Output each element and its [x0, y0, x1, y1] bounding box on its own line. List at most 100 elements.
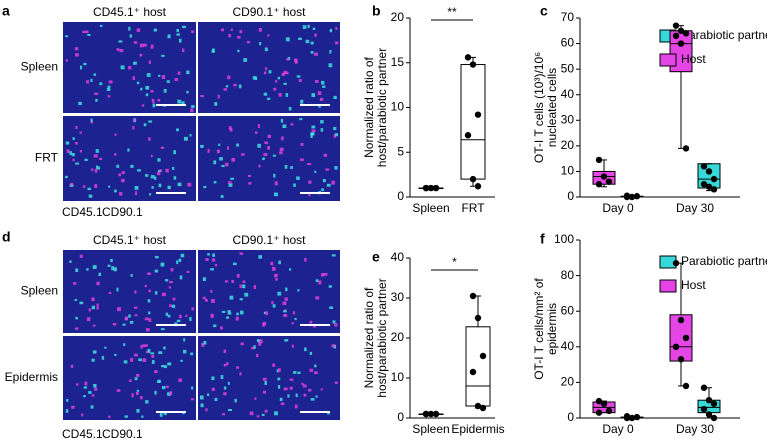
box [460, 64, 486, 180]
cell-dot [187, 182, 192, 187]
cell-dot [66, 149, 70, 153]
cell-dot [72, 137, 75, 141]
cell-dot [247, 174, 251, 177]
cell-dot [98, 272, 101, 277]
cell-dot [135, 191, 138, 196]
cell-dot [74, 298, 78, 302]
cell-dot [252, 76, 257, 80]
cell-dot [133, 353, 138, 357]
cell-dot [263, 71, 267, 75]
cell-dot [264, 381, 267, 385]
cell-dot [66, 398, 69, 402]
row-label: Spleen [21, 284, 58, 298]
cell-dot [133, 306, 138, 309]
cell-dot [309, 320, 313, 324]
cell-dot [144, 284, 147, 288]
cell-dot [92, 265, 97, 269]
cell-dot [270, 261, 274, 266]
cell-dot [157, 158, 161, 162]
panel-label: e [372, 249, 380, 265]
cell-dot [297, 289, 300, 292]
cell-dot [116, 48, 120, 51]
data-point [595, 156, 603, 164]
cell-dot [191, 105, 195, 108]
x-tick-label: Day 30 [676, 201, 714, 215]
data-point [479, 404, 487, 412]
cell-dot [69, 151, 72, 156]
cell-dot [190, 398, 195, 401]
cell-dot [75, 162, 80, 165]
cell-dot [129, 320, 134, 324]
cell-dot [200, 144, 204, 148]
panel-label: d [2, 229, 11, 245]
cell-dot [142, 358, 147, 363]
cell-dot [279, 147, 284, 152]
cell-dot [291, 322, 294, 325]
data-point [633, 193, 641, 200]
cell-dot [132, 125, 135, 130]
y-tick-label: 100 [554, 232, 574, 246]
cell-dot [119, 191, 123, 196]
cell-dot [273, 87, 277, 91]
cell-dot [290, 166, 293, 169]
cell-dot [261, 413, 265, 416]
cell-dot [278, 368, 281, 372]
cell-dot [170, 268, 174, 272]
cell-dot [223, 349, 227, 353]
data-point [464, 54, 472, 61]
cell-dot [72, 282, 77, 285]
y-tick-label: 40 [391, 250, 405, 264]
cell-dot [177, 99, 182, 104]
cell-dot [141, 415, 144, 418]
cell-dot [133, 61, 137, 65]
cell-dot [220, 375, 224, 379]
cell-dot [283, 82, 287, 85]
cell-dot [308, 192, 311, 197]
cell-dot [189, 317, 192, 321]
cell-dot [160, 146, 165, 149]
cell-dot [225, 85, 229, 88]
cell-dot [147, 299, 151, 303]
cell-dot [180, 359, 183, 362]
cell-dot [243, 58, 248, 62]
cell-dot [181, 48, 185, 53]
cell-dot [277, 76, 281, 80]
cell-dot [273, 173, 276, 178]
cell-dot [128, 379, 132, 383]
cell-dot [300, 142, 304, 146]
data-point [464, 132, 472, 139]
data-point [682, 145, 690, 152]
cell-dot [161, 75, 166, 79]
data-point [623, 413, 631, 420]
data-point [422, 184, 430, 192]
cell-dot [224, 280, 228, 283]
cell-dot [107, 85, 111, 89]
cell-dot [229, 128, 233, 132]
cell-dot [257, 143, 261, 148]
data-point [677, 316, 685, 324]
cell-dot [248, 182, 252, 185]
cell-dot [256, 415, 260, 418]
cell-dot [264, 47, 268, 52]
cell-dot [110, 258, 113, 263]
cell-dot [82, 185, 86, 189]
data-point [595, 181, 603, 188]
cell-dot [160, 262, 165, 267]
cell-dot [189, 134, 192, 137]
data-point [595, 409, 603, 416]
cell-dot [327, 412, 330, 415]
cell-dot [239, 30, 243, 34]
cell-dot [148, 60, 151, 65]
cell-dot [311, 125, 316, 129]
cell-dot [163, 411, 167, 416]
cell-dot [333, 126, 337, 131]
cell-dot [185, 314, 188, 318]
data-point [705, 397, 713, 404]
cell-dot [70, 364, 74, 368]
cell-dot [331, 180, 335, 185]
cell-dot [220, 326, 223, 330]
cell-dot [145, 400, 149, 404]
cell-dot [117, 307, 122, 312]
cell-dot [267, 134, 272, 139]
